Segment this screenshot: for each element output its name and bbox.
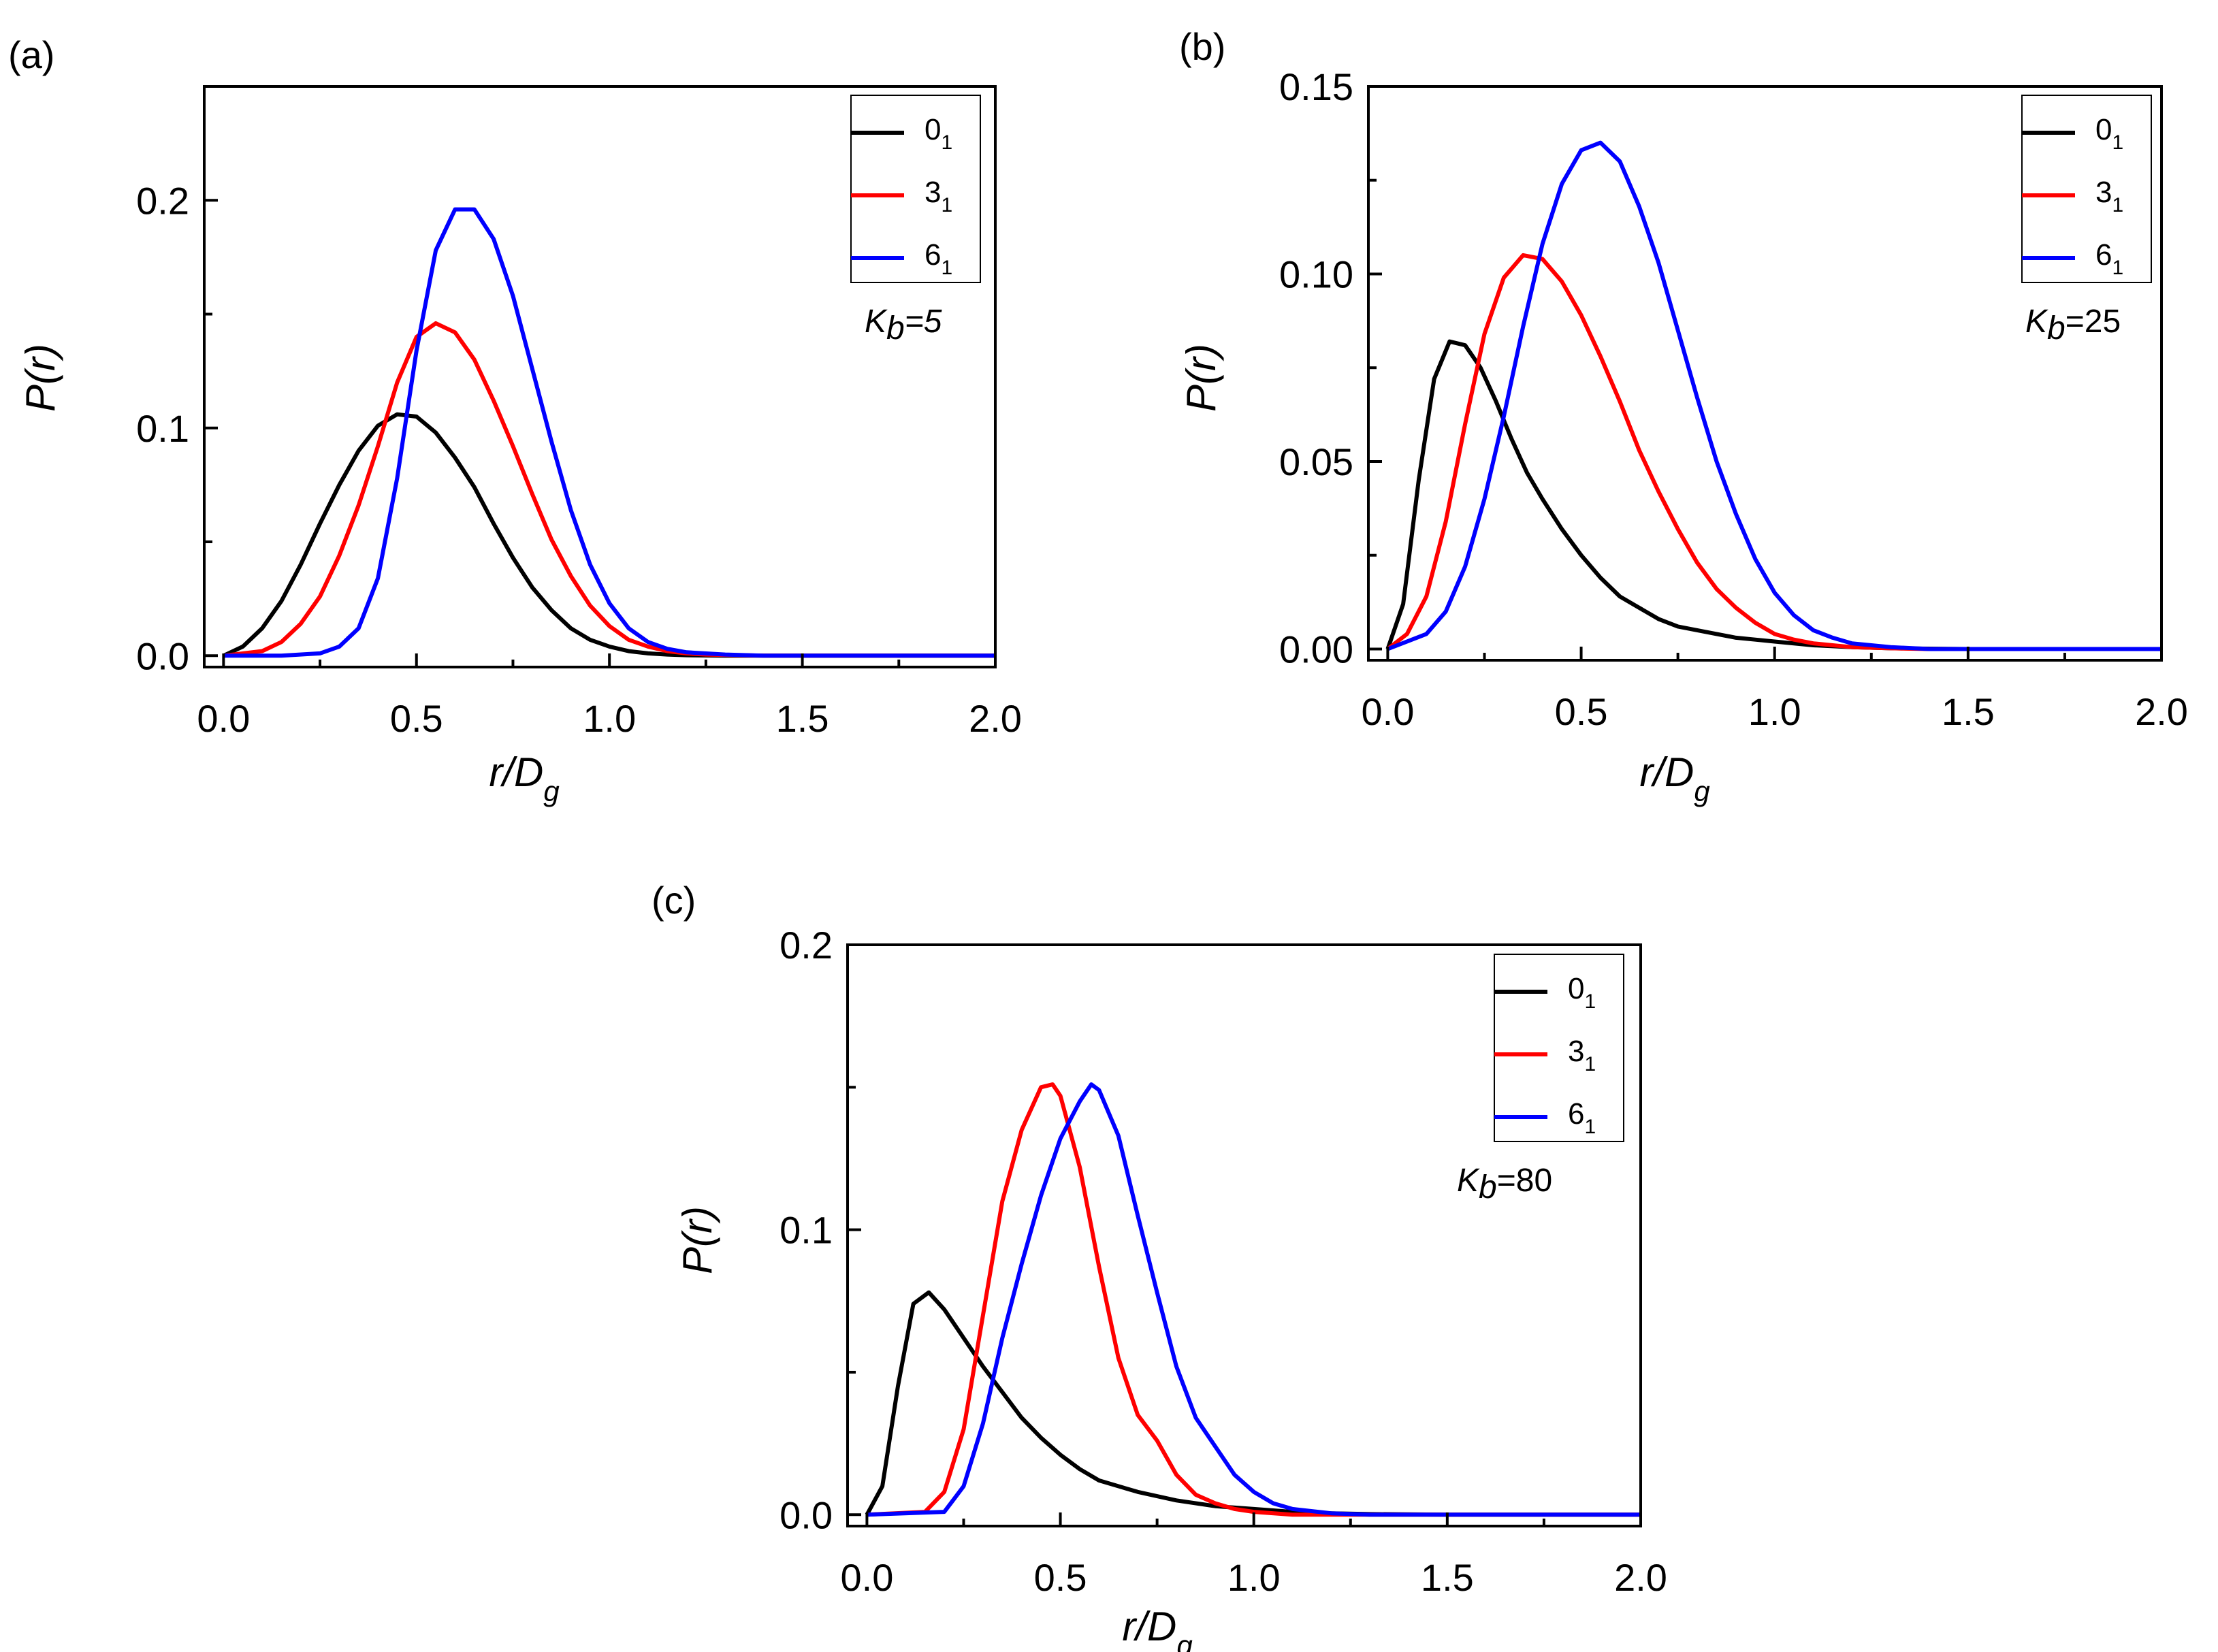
legend-b: 01 31 61 [2021, 95, 2152, 283]
series-line-b-3-1 [1386, 253, 2161, 651]
series-group-a [223, 207, 995, 658]
y-tick-label-a-0: 0.0 [136, 634, 189, 677]
x-tick-label-a-4: 2.0 [969, 697, 1022, 740]
series-line-c-6-1 [867, 1082, 1641, 1517]
plot-area-c: 0.0 0.5 1.0 1.5 2.0 0.0 0.1 0.2 r/Dg P(r) 01 31 61 Kb… [675, 924, 1667, 1652]
x-axis-title-a: r/Dg [489, 749, 559, 807]
x-tick-label-c-4: 2.0 [1614, 1556, 1667, 1599]
x-tick-label-b-0: 0.0 [1361, 690, 1414, 733]
x-tick-label-c-2: 1.0 [1227, 1556, 1281, 1599]
x-tick-label-c-1: 0.5 [1034, 1556, 1087, 1599]
series-line-b-6-1 [1387, 140, 2161, 651]
legend-label-a-1: 31 [925, 176, 952, 216]
legend-c: 01 31 61 [1494, 954, 1624, 1142]
x-tick-label-c-3: 1.5 [1421, 1556, 1474, 1599]
chart-panel-b: (b) 0.0 0.5 1.0 1.5 2.0 0.00 0.05 0.10 0.15 r/Dg P… [1178, 25, 2188, 807]
x-axis-title-b: r/Dg [1639, 749, 1709, 807]
x-tick-label-b-4: 2.0 [2135, 690, 2188, 733]
panel-label-c: (c) [652, 879, 696, 922]
series-line-a-6-1 [223, 207, 995, 658]
series-line-c-3-1 [867, 1082, 1641, 1517]
y-tick-label-b-3: 0.15 [1279, 65, 1353, 108]
y-axis-title-c: P(r) [675, 1206, 720, 1274]
y-axis-title-b: P(r) [1178, 344, 1224, 412]
legend-box-b [2021, 95, 2152, 283]
x-axis-title-c: r/Dg [1122, 1604, 1192, 1652]
plot-area-a: 0.0 0.5 1.0 1.5 2.0 0.0 0.1 0.2 r/Dg P(r) 01 31 61 Kb… [18, 85, 1022, 807]
y-tick-label-b-2: 0.10 [1279, 253, 1353, 295]
kb-annotation-a: Kb=5 [865, 304, 942, 346]
plot-area-b: 0.0 0.5 1.0 1.5 2.0 0.00 0.05 0.10 0.15 r/Dg P(r) 0… [1178, 65, 2188, 807]
y-axis-title-a: P(r) [18, 344, 63, 412]
x-tick-label-a-3: 1.5 [776, 697, 829, 740]
plot-frame-a [203, 85, 997, 668]
legend-box-a [850, 95, 981, 283]
legend-label-c-0: 01 [1568, 972, 1596, 1013]
y-tick-label-b-1: 0.05 [1279, 440, 1353, 483]
panel-label-a: (a) [8, 33, 54, 76]
panel-label-b: (b) [1179, 25, 1225, 68]
series-group-b [1385, 140, 2161, 651]
kb-annotation-c: Kb=80 [1457, 1163, 1552, 1205]
legend-label-c-1: 31 [1568, 1035, 1596, 1075]
legend-label-a-2: 61 [925, 238, 952, 279]
x-tick-label-c-0: 0.0 [840, 1556, 893, 1599]
legend-box-c [1494, 954, 1624, 1142]
x-tick-label-a-2: 1.0 [583, 697, 636, 740]
y-tick-label-a-1: 0.1 [136, 407, 189, 450]
y-tick-label-c-0: 0.0 [779, 1493, 833, 1536]
x-tick-label-b-1: 0.5 [1555, 690, 1608, 733]
x-tick-label-a-1: 0.5 [390, 697, 443, 740]
legend-label-a-0: 01 [925, 113, 952, 154]
legend-label-b-0: 01 [2095, 113, 2123, 154]
chart-panel-c: (c) 0.0 0.5 1.0 1.5 2.0 0.0 0.1 0.2 r/Dg P(r) 01 31… [652, 879, 1667, 1652]
x-tick-label-a-0: 0.0 [197, 697, 250, 740]
series-line-a-3-1 [223, 321, 995, 658]
x-tick-label-b-2: 1.0 [1748, 690, 1801, 733]
x-tick-label-b-3: 1.5 [1942, 690, 1995, 733]
plot-frame-c [846, 943, 1642, 1527]
kb-annotation-b: Kb=25 [2025, 304, 2121, 346]
series-group-c [865, 1082, 1641, 1517]
plot-frame-b [1367, 85, 2163, 662]
legend-label-c-2: 61 [1568, 1097, 1596, 1138]
y-tick-label-c-1: 0.1 [779, 1209, 833, 1252]
legend-label-b-1: 31 [2095, 176, 2123, 216]
y-tick-label-c-2: 0.2 [779, 924, 833, 967]
y-tick-label-a-2: 0.2 [136, 179, 189, 222]
legend-label-b-2: 61 [2095, 238, 2123, 279]
series-line-b-0-1 [1385, 339, 2161, 651]
series-line-a-0-1 [223, 412, 995, 658]
chart-panel-a: (a) 0.0 0.5 1.0 1.5 2.0 0.0 0.1 0.2 r/Dg P(r) 01 31… [8, 33, 1022, 807]
y-tick-label-b-0: 0.00 [1279, 628, 1353, 670]
legend-a: 01 31 61 [850, 95, 981, 283]
